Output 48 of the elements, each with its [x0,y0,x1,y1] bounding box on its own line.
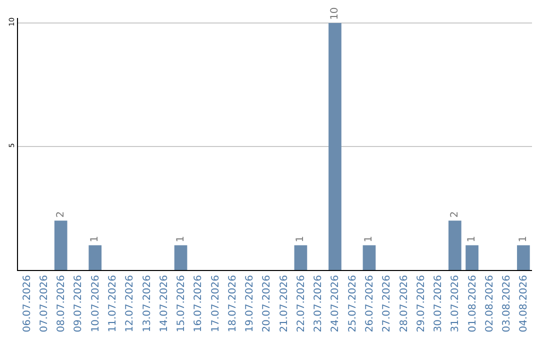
x-tick-label: 01.08.2026 [467,275,478,332]
data-label: 1 [175,236,186,242]
bar [328,22,342,270]
x-tick-label: 15.07.2026 [176,275,188,332]
bar [362,245,376,270]
x-tick-label: 14.07.2026 [158,275,170,332]
x-tick-label: 03.08.2026 [502,275,513,332]
bar [448,220,462,270]
x-tick-label: 07.07.2026 [38,275,50,332]
x-tick-label: 30.07.2026 [433,275,444,332]
x-tick-label: 02.08.2026 [484,275,496,332]
data-label: 1 [364,236,375,242]
x-tick-label: 27.07.2026 [382,275,393,332]
x-tick-label: 13.07.2026 [142,275,153,332]
x-tick-label: 21.07.2026 [278,275,290,332]
x-tick-label: 16.07.2026 [193,275,204,332]
data-label: 10 [329,7,340,20]
bar [294,245,308,270]
x-tick-label: 17.07.2026 [210,275,222,332]
x-tick-label: 10.07.2026 [90,275,102,332]
x-tick-label: 29.07.2026 [416,275,427,332]
x-tick-label: 22.07.2026 [296,275,307,332]
data-label: 1 [466,236,478,242]
x-tick-label: 08.07.2026 [56,275,68,332]
bar [466,245,478,270]
x-tick-label: 18.07.2026 [227,275,238,332]
x-tick-label: 12.07.2026 [124,275,136,332]
x-tick-label: 25.07.2026 [347,275,358,332]
x-tick-label: 19.07.2026 [244,275,256,332]
x-tick-label: 24.07.2026 [330,275,342,332]
x-tick-label: 26.07.2026 [364,275,376,332]
x-tick-label: 06.07.2026 [22,275,33,332]
bar [54,220,68,270]
data-label: 2 [449,211,460,218]
x-tick-label: 23.07.2026 [313,275,324,332]
bar [517,245,530,270]
x-tick-label: 31.07.2026 [450,275,462,332]
x-tick-label: 11.07.2026 [107,275,118,332]
x-tick-label: 09.07.2026 [73,275,84,332]
x-tick-label: 04.08.2026 [518,275,530,332]
x-tick-label: 20.07.2026 [262,275,273,332]
x-tick-label: 28.07.2026 [398,275,410,332]
bar [174,245,188,270]
data-label: 1 [518,236,529,242]
data-label: 1 [90,236,101,242]
data-label: 2 [55,211,66,218]
data-label: 1 [295,236,306,242]
bar [88,245,102,270]
